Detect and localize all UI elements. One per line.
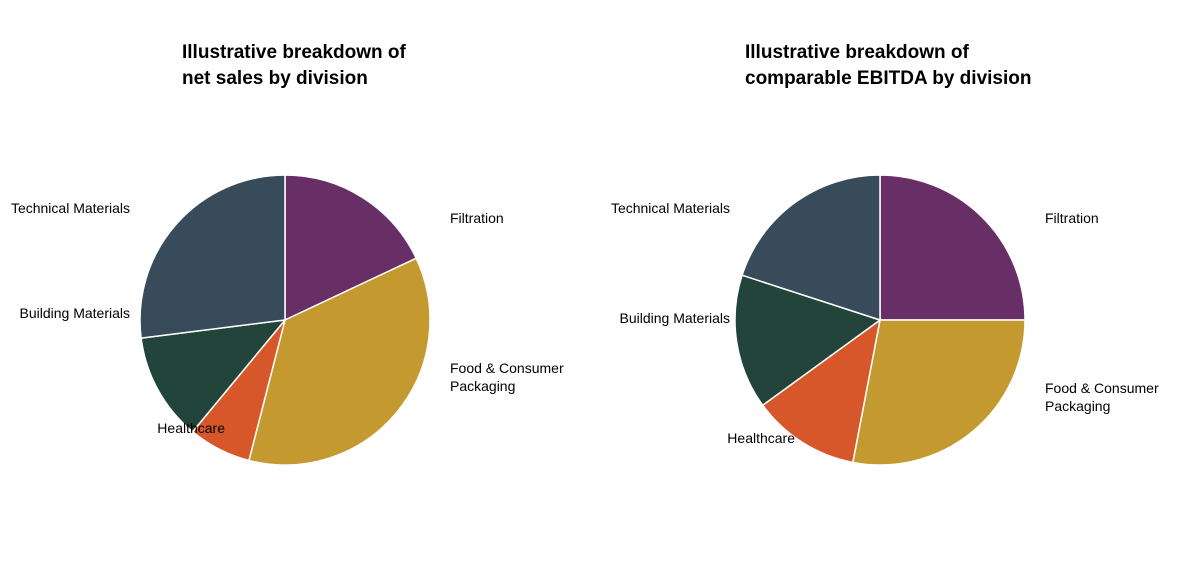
pie-chart: [0, 0, 600, 575]
slice-label: Healthcare: [105, 420, 225, 438]
slice-label: Healthcare: [675, 430, 795, 448]
net-sales-chart-panel: Illustrative breakdown ofnet sales by di…: [0, 0, 600, 575]
pie-chart: [600, 0, 1200, 575]
pie-slice: [853, 320, 1025, 465]
slice-label: Building Materials: [610, 310, 730, 328]
pie-slice: [140, 175, 285, 338]
pie-slice: [880, 175, 1025, 320]
slice-label: Filtration: [450, 210, 504, 228]
ebitda-chart-panel: Illustrative breakdown ofcomparable EBIT…: [600, 0, 1200, 575]
slice-label: Filtration: [1045, 210, 1099, 228]
slice-label: Building Materials: [10, 305, 130, 323]
slice-label: Technical Materials: [10, 200, 130, 218]
slice-label: Technical Materials: [610, 200, 730, 218]
charts-row: Illustrative breakdown ofnet sales by di…: [0, 0, 1200, 575]
slice-label: Food & ConsumerPackaging: [450, 360, 564, 395]
slice-label: Food & ConsumerPackaging: [1045, 380, 1159, 415]
